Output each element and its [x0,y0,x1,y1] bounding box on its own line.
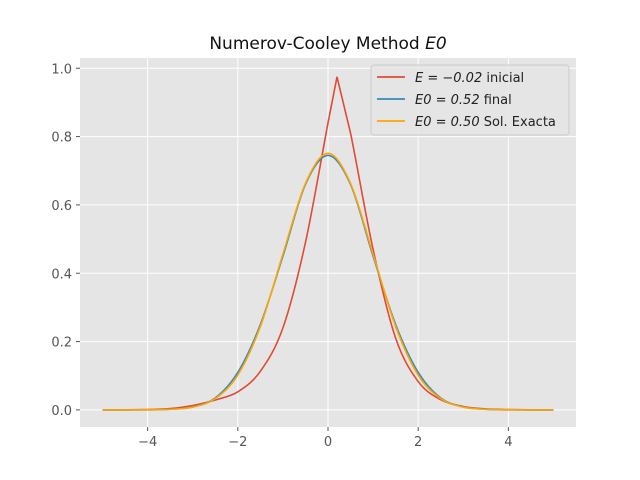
x-tick-label: 0 [324,435,332,450]
legend-entry-0-text: inicial [482,71,524,86]
legend-entry-2: E0 = 0.50 Sol. Exacta [415,115,556,130]
legend-entry-0-math: E = −0.02 [415,71,482,86]
legend-entry-1-math: E0 = 0.52 [415,93,480,108]
legend-box [370,64,570,136]
x-tick-label: 2 [414,435,422,450]
y-axis: 0.0 0.2 0.4 0.6 0.8 1.0 [51,62,80,419]
y-tick-label: 1.0 [51,62,72,77]
y-tick-label: 0.4 [51,267,72,282]
x-axis: −4 −2 0 2 4 [138,427,513,450]
y-tick-label: 0.6 [51,199,72,214]
y-tick-label: 0.2 [51,336,72,351]
legend-entry-0: E = −0.02 inicial [415,71,524,86]
legend-entry-2-text: Sol. Exacta [480,115,556,130]
y-tick-label: 0.8 [51,131,72,146]
chart-title-text: Numerov-Cooley Method [209,34,425,54]
series-line-2 [102,152,554,411]
x-tick-label: 4 [504,435,512,450]
chart-title-math: E0 [425,34,447,54]
legend-entry-1-text: final [480,93,512,108]
x-tick-label: −2 [228,435,247,450]
legend: E = −0.02 inicial E0 = 0.52 final E0 = 0… [370,64,570,136]
legend-entry-1: E0 = 0.52 final [415,93,512,108]
series-layer [102,76,554,411]
chart-title: Numerov-Cooley Method E0 [209,34,446,54]
x-tick-label: −4 [138,435,157,450]
legend-entry-2-math: E0 = 0.50 [415,115,480,130]
y-tick-label: 0.0 [51,404,72,419]
